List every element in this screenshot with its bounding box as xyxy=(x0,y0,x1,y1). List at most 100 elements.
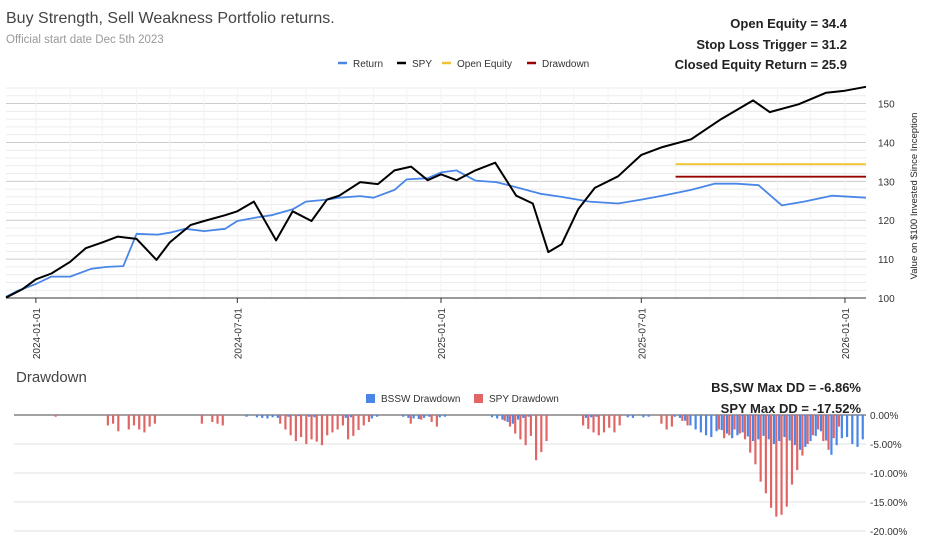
dd-bar-bssw xyxy=(767,415,770,440)
dd-bar-bssw xyxy=(751,415,755,442)
stat-value: 31.2 xyxy=(821,36,847,52)
dd-bar-bssw xyxy=(631,415,635,418)
series-line-return xyxy=(5,169,867,298)
dd-bar-bssw xyxy=(772,415,776,444)
dd-bar-bssw xyxy=(438,415,441,418)
dd-bar-bssw xyxy=(276,415,279,418)
dd-bar-spy xyxy=(754,415,757,465)
dd-bar-bssw xyxy=(861,415,864,440)
dd-bar-bssw xyxy=(261,415,264,418)
dd-bar-bssw xyxy=(271,415,274,418)
dd-bar-bssw xyxy=(642,415,645,418)
dd-legend-swatch xyxy=(366,394,375,403)
dd-bar-spy xyxy=(320,415,324,446)
dd-bar-spy xyxy=(717,415,720,430)
dd-bar-bssw xyxy=(313,415,316,418)
dd-bar-spy xyxy=(535,415,538,461)
legend-label: Return xyxy=(353,59,383,70)
dd-bar-spy xyxy=(749,415,752,453)
dd-bar-bssw xyxy=(402,415,405,417)
dd-bar-spy xyxy=(832,415,835,439)
dd-bar-bssw xyxy=(647,415,650,417)
dd-bar-bssw xyxy=(851,415,854,444)
dd-bar-spy xyxy=(310,415,313,440)
dd-bar-spy xyxy=(347,415,350,440)
dd-bar-spy xyxy=(770,415,773,508)
dd-bar-spy xyxy=(508,415,512,427)
dd-y-tick-label: -15.00% xyxy=(870,498,907,509)
drawdown-title: Drawdown xyxy=(16,369,87,386)
dd-bar-bssw xyxy=(814,415,817,436)
dd-bar-bssw xyxy=(725,415,729,434)
stat-value: 34.4 xyxy=(821,16,847,31)
dd-bar-spy xyxy=(519,415,522,440)
dd-bar-bssw xyxy=(428,415,431,417)
dd-bar-spy xyxy=(216,415,219,424)
dd-bar-spy xyxy=(806,415,809,444)
equity-stats-panel: Open Equity = 34.4 Stop Loss Trigger = 3… xyxy=(675,14,847,76)
dd-bar-bssw xyxy=(490,415,494,418)
dd-bar-bssw xyxy=(825,415,828,441)
dd-bar-spy xyxy=(200,415,203,424)
dd-bar-bssw xyxy=(626,415,629,418)
dd-bar-spy xyxy=(420,415,423,420)
dd-y-tick-label: -10.00% xyxy=(870,469,907,480)
dd-bar-spy xyxy=(529,415,532,436)
dd-bar-spy xyxy=(117,415,120,432)
y-tick-label: 150 xyxy=(878,100,895,111)
dd-bar-spy xyxy=(153,415,156,424)
x-tick-label: 2026-01-01 xyxy=(841,308,852,360)
dd-bar-spy xyxy=(545,415,548,442)
dd-bar-spy xyxy=(764,415,767,494)
dd-bar-spy xyxy=(514,415,517,434)
dd-y-tick-label: -5.00% xyxy=(870,440,902,451)
dd-bar-spy xyxy=(540,415,543,453)
dd-bar-spy xyxy=(284,415,287,430)
dd-bar-bssw xyxy=(266,415,269,419)
stat-label: BS,SW Max DD = xyxy=(711,380,817,395)
dd-bar-bssw xyxy=(417,415,420,420)
dd-bar-spy xyxy=(738,415,741,434)
legend-label: SPY xyxy=(412,59,432,70)
dd-bar-spy xyxy=(106,415,109,426)
dd-bar-spy xyxy=(759,415,762,482)
dd-bar-bssw xyxy=(511,415,514,424)
dd-bar-spy xyxy=(341,415,344,426)
dd-bar-bssw xyxy=(407,415,410,418)
legend-label: Open Equity xyxy=(457,59,512,70)
dd-bar-spy xyxy=(300,415,303,438)
stat-label: Open Equity = xyxy=(730,16,819,31)
y-tick-label: 110 xyxy=(878,255,894,266)
stat-spy-max-dd: SPY Max DD = -17.52% xyxy=(711,398,861,419)
y-tick-label: 130 xyxy=(878,177,895,188)
dd-bar-spy xyxy=(743,415,747,440)
dd-legend-label: BSSW Drawdown xyxy=(381,394,460,405)
x-tick-label: 2025-01-01 xyxy=(437,308,448,360)
dd-bar-bssw xyxy=(809,415,812,442)
dd-bar-spy xyxy=(837,415,841,427)
dd-bar-spy xyxy=(660,415,663,424)
dd-bar-spy xyxy=(665,415,668,430)
dd-bar-bssw xyxy=(496,415,499,419)
dd-bar-bssw xyxy=(443,415,447,417)
dd-bar-bssw xyxy=(788,415,791,441)
dd-legend-label: SPY Drawdown xyxy=(489,394,559,405)
dd-bar-spy xyxy=(315,415,318,442)
dd-bar-spy xyxy=(54,415,57,417)
dd-bar-bssw xyxy=(741,415,744,433)
dd-bar-spy xyxy=(686,415,689,426)
dd-bar-bssw xyxy=(349,415,353,418)
dd-bar-bssw xyxy=(516,415,520,420)
dd-bar-spy xyxy=(357,415,360,431)
dd-bar-spy xyxy=(138,415,141,430)
dd-bar-bssw xyxy=(595,415,598,417)
x-tick-label: 2024-01-01 xyxy=(32,308,43,360)
dd-bar-spy xyxy=(143,415,146,433)
dd-bar-bssw xyxy=(297,415,300,417)
dd-bar-bssw xyxy=(506,415,509,422)
dd-bar-spy xyxy=(279,415,282,424)
dd-legend-swatch xyxy=(474,394,483,403)
stat-open-equity: Open Equity = 34.4 xyxy=(675,14,847,35)
y-tick-label: 140 xyxy=(878,138,895,149)
dd-bar-spy xyxy=(587,415,590,429)
